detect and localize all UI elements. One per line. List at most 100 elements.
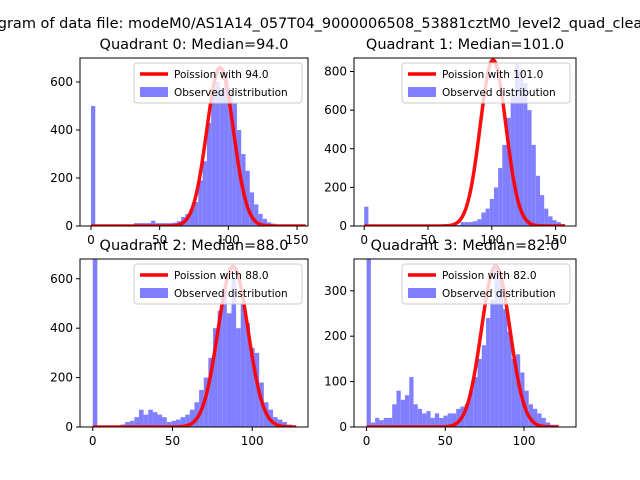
- histogram-bar: [240, 303, 246, 427]
- legend-box: [401, 62, 571, 104]
- y-tick-label: 0: [65, 420, 73, 434]
- histogram-bar: [157, 414, 163, 427]
- legend: Poission with 88.0 Observed distribution: [133, 263, 303, 305]
- histogram-bar: [494, 268, 499, 427]
- y-tick-label: 400: [50, 123, 73, 137]
- histogram-bar: [464, 222, 469, 226]
- histogram-bar: [417, 408, 423, 427]
- histogram-bar: [364, 206, 369, 226]
- x-tick-label: 50: [152, 233, 167, 247]
- histogram-bar: [489, 198, 494, 226]
- histogram-bar: [189, 409, 195, 427]
- histogram-bar: [194, 402, 200, 427]
- subplot-title: Quadrant 0: Median=94.0: [100, 37, 289, 53]
- histogram-bar: [510, 94, 515, 226]
- y-tick-label: 200: [50, 371, 73, 385]
- histogram-bar: [206, 122, 212, 226]
- y-tick-label: 400: [324, 142, 347, 156]
- histogram-bar: [519, 71, 524, 226]
- subplot-quadrant-0: 0 50 100 150 0 200 400 600 Quadrant 0: Median=94…: [50, 37, 309, 247]
- histogram-bar: [134, 417, 139, 427]
- subplot-title: Quadrant 3: Median=82.0: [371, 238, 560, 254]
- histogram-bar: [434, 413, 440, 427]
- axes-frame: [79, 258, 309, 428]
- plot-area: [366, 259, 559, 427]
- histogram-bar: [528, 404, 534, 427]
- y-tick-label: 600: [324, 103, 347, 117]
- histogram-bar: [535, 175, 540, 226]
- histogram-bar: [392, 404, 397, 427]
- y-tick-label: 200: [50, 171, 73, 185]
- histogram-bar: [125, 422, 130, 427]
- legend-bar-swatch: [408, 288, 436, 298]
- axes-frame: [353, 57, 577, 227]
- histogram-bar: [228, 91, 233, 226]
- histogram-bar: [477, 358, 482, 427]
- histogram-bar: [451, 413, 457, 427]
- subplot-quadrant-3: 0 50 100 0 100 200 300 Quadrant 3: Median=82.0 P…: [324, 238, 577, 448]
- subplot-title: Quadrant 1: Median=101.0: [366, 37, 564, 53]
- histogram-bar: [222, 291, 227, 427]
- legend-bar-swatch: [140, 288, 168, 298]
- histogram-bar: [413, 404, 418, 427]
- histogram-bar: [490, 299, 495, 427]
- histogram-bar: [277, 419, 283, 427]
- x-tick-label: 50: [438, 434, 453, 448]
- histogram-bar: [236, 328, 241, 427]
- histogram-bar: [282, 422, 287, 427]
- histogram-bar: [511, 358, 516, 427]
- x-tick-label: 0: [363, 434, 371, 448]
- histogram-bar: [171, 420, 176, 427]
- legend-line-label: Poission with 94.0: [174, 69, 269, 81]
- histogram-bar: [262, 218, 267, 226]
- histogram-bar: [409, 377, 414, 427]
- histogram-bar: [232, 103, 237, 226]
- legend-box: [401, 263, 571, 305]
- histogram-bar: [541, 417, 546, 427]
- histogram-bar: [539, 195, 545, 226]
- histogram-bar: [212, 328, 218, 427]
- legend-bar-label: Observed distribution: [174, 288, 288, 300]
- histogram-bar: [387, 417, 393, 427]
- histogram-bar: [545, 422, 551, 427]
- histogram-bar: [152, 412, 158, 427]
- subplot-quadrant-1: 0 50 100 150 0 200 400 600 800 Quadrant 1: Median…: [324, 37, 577, 247]
- histogram-bar: [185, 414, 190, 427]
- axes-frame: [353, 258, 577, 428]
- histogram-bar: [468, 390, 474, 427]
- subplot-title: Quadrant 2: Median=88.0: [100, 238, 289, 254]
- histogram-bar: [162, 417, 167, 427]
- histogram-bar: [245, 323, 250, 427]
- y-tick-label: 100: [324, 375, 347, 389]
- y-tick-label: 0: [65, 219, 73, 233]
- x-tick-label: 150: [544, 233, 567, 247]
- histogram-bar: [537, 413, 542, 427]
- histogram-bar: [527, 110, 532, 226]
- histogram-bar: [249, 347, 255, 427]
- plot-area: [364, 58, 566, 226]
- legend-line-label: Poission with 101.0: [442, 69, 543, 81]
- histogram-bar: [515, 354, 521, 427]
- histogram-bar: [404, 395, 410, 427]
- y-tick-label: 800: [324, 65, 347, 79]
- histogram-bar: [468, 222, 474, 226]
- histogram-bar: [507, 331, 512, 427]
- y-tick-label: 0: [339, 420, 347, 434]
- histogram-bar: [533, 408, 538, 427]
- histogram-bar: [498, 168, 503, 226]
- histogram-bar: [202, 161, 207, 226]
- legend-bar-label: Observed distribution: [442, 87, 556, 99]
- legend: Poission with 82.0 Observed distribution: [401, 263, 571, 305]
- histogram-bar: [254, 204, 259, 226]
- histogram-bar: [208, 357, 213, 427]
- histogram-bar: [531, 144, 536, 226]
- histogram-bar: [473, 377, 478, 427]
- y-tick-label: 200: [324, 329, 347, 343]
- legend-box: [133, 62, 303, 104]
- legend-box: [133, 263, 303, 305]
- y-tick-label: 400: [50, 321, 73, 335]
- histogram-bar: [231, 278, 237, 427]
- histogram-bar: [226, 313, 232, 427]
- histogram-bar: [481, 345, 487, 427]
- histogram-bar: [180, 417, 186, 427]
